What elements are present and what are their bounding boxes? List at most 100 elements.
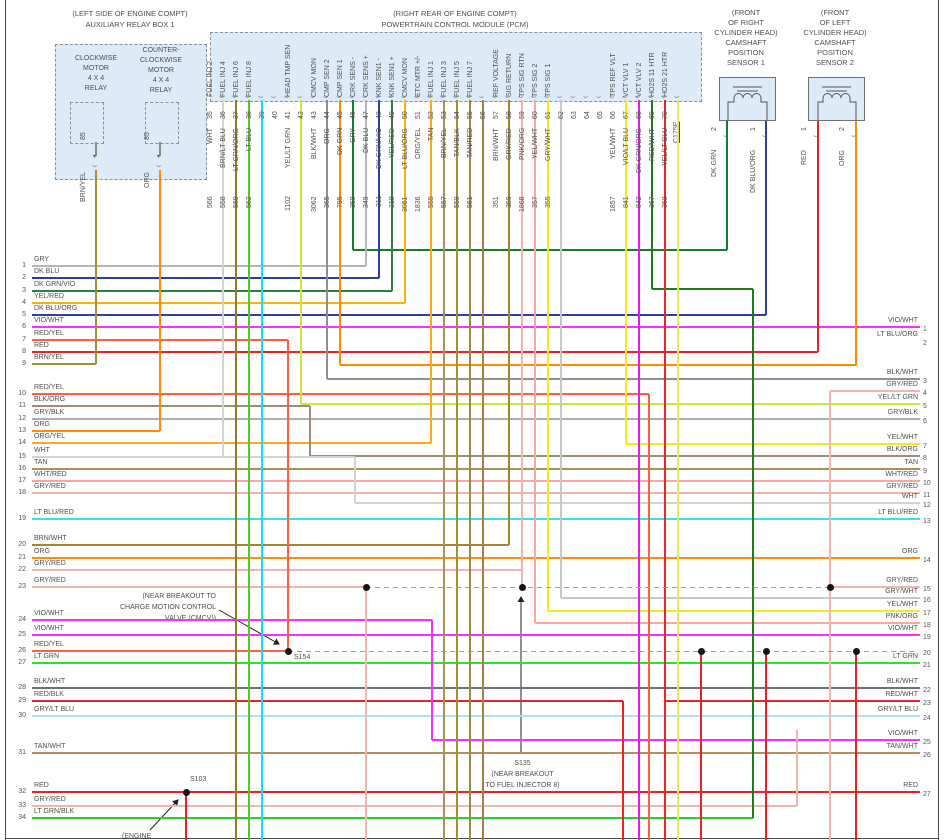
sensor-title-line: CYLINDER HEAD) (803, 28, 867, 37)
relay-arrow-icon: ▾ (93, 154, 97, 160)
pcm-pin-number: 39 (259, 111, 266, 119)
pcm-circuit-number: 310 (389, 196, 396, 208)
right-row-number: 17 (923, 610, 931, 617)
pcm-pin-number: 61 (545, 111, 552, 119)
left-row-wire-label: RED/YEL (34, 641, 64, 648)
cmcv-note-line3: VALVE (CMCV)) (118, 613, 216, 624)
pcm-circuit-number: 1868 (519, 196, 526, 212)
left-row-wire-label: BRN/YEL (34, 354, 64, 361)
sensor-title-line: OF RIGHT (728, 18, 764, 27)
sensor-title: (FRONT OF LEFT CYLINDER HEAD) CAMSHAFT POSIT… (790, 8, 880, 68)
pcm-circuit-number: 311 (376, 195, 383, 207)
pcm-pin-connector-icon: ⌣ (245, 92, 251, 101)
sensor-pin-number: 1 (750, 127, 757, 131)
right-row-number: 1 (923, 326, 927, 333)
right-row-number: 15 (923, 586, 931, 593)
left-row-number: 26 (18, 647, 26, 654)
pcm-pin-number: 37 (233, 111, 240, 119)
pcm-circuit-number: 566 (207, 196, 214, 208)
pcm-pin-number: 63 (571, 111, 578, 119)
right-row-number: 7 (923, 443, 927, 450)
pcm-circuit-number: 561 (467, 196, 474, 208)
circuit-row-line (32, 650, 288, 652)
wire-vertical (95, 170, 97, 364)
pcm-pin-number: 38 (246, 111, 253, 119)
wire-vertical (456, 100, 458, 840)
pcm-wire-color-label: GRY/RED (506, 128, 513, 160)
left-row-wire-label: GRY/RED (34, 796, 66, 803)
circuit-row-line (830, 390, 920, 392)
relay-name-line: MOTOR (83, 65, 109, 72)
left-row-wire-label: DK BLU (34, 268, 60, 275)
right-row-wire-label: TAN (904, 459, 918, 466)
coil-symbol-icon (817, 86, 857, 120)
circuit-row-line (32, 700, 623, 702)
splice-dot (363, 584, 370, 591)
pcm-pin-connector-icon: ⌣ (232, 92, 238, 101)
pcm-pin-number: 66 (610, 111, 617, 119)
left-row-wire-label: VIO/WHT (34, 625, 64, 632)
left-row-wire-label: RED (34, 782, 49, 789)
right-row-number: 11 (923, 492, 931, 499)
pcm-wire-color-label: TAN/BLK (454, 128, 461, 157)
left-row-number: 9 (22, 360, 26, 367)
left-row-wire-label: LT GRN/BLK (34, 808, 75, 815)
pcm-pin-connector-icon: ⌣ (362, 92, 368, 101)
left-row-number: 28 (18, 684, 26, 691)
pcm-pin-connector-icon: ⌣ (544, 92, 550, 101)
pcm-wire-color-label: YEL/LT BLU (662, 127, 669, 166)
wire-vertical (648, 394, 650, 840)
pcm-pin-number: 47 (363, 111, 370, 119)
pcm-wire-color-label: BRN/LT BLU (220, 128, 227, 168)
pcm-pin-number: 43 (311, 111, 318, 119)
pcm-pin-function-label: CRK SENS + (363, 55, 370, 97)
relay-wire-color-label: ORG (144, 172, 151, 188)
right-row-wire-label: BLK/WHT (886, 678, 918, 685)
pcm-pin-number: 44 (324, 111, 331, 119)
wire-vertical (391, 100, 393, 291)
right-row-wire-label: VIO/WHT (888, 625, 918, 632)
pcm-circuit-number: 558 (220, 196, 227, 208)
pcm-circuit-number: 349 (363, 196, 370, 208)
left-row-wire-label: GRY/RED (34, 577, 66, 584)
pcm-pin-connector-icon: ⌣ (440, 92, 446, 101)
pcm-pin-function-label: FUEL INJ 6 (233, 61, 240, 97)
right-row-number: 2 (923, 340, 927, 347)
left-row-wire-label: GRY/RED (34, 483, 66, 490)
pcm-box (210, 32, 702, 102)
wire-vertical (547, 100, 549, 611)
s135-note-line1: S135 (514, 760, 531, 767)
circuit-row-line (32, 430, 160, 432)
wire-vertical (300, 100, 302, 404)
pcm-pin-connector-icon: ⌣ (349, 92, 355, 101)
pcm-pin-function-label: CMP SEN 1 (337, 59, 344, 97)
left-row-number: 11 (18, 402, 26, 409)
right-row-number: 20 (923, 650, 931, 657)
splice-dot (853, 648, 860, 655)
pcm-pin-connector-icon: ⌣ (492, 92, 498, 101)
wire-vertical (560, 100, 562, 598)
wire-vertical (326, 100, 328, 379)
right-row-wire-label: WHT/RED (885, 471, 918, 478)
circuit-row-line (32, 302, 405, 304)
sensor-title-line: CAMSHAFT (814, 38, 856, 47)
circuit-row-line (32, 586, 366, 588)
pcm-wire-color-label: GRY/WHT (545, 128, 552, 161)
relay-name-line: CLOCKWISE (74, 55, 117, 62)
circuit-row-line (327, 378, 920, 380)
circuit-row-line (301, 403, 920, 405)
wire-vertical (726, 119, 728, 250)
right-row-number: 10 (923, 480, 931, 487)
circuit-row-line (32, 752, 920, 754)
circuit-row-line (32, 277, 379, 279)
left-row-number: 20 (18, 541, 26, 548)
pcm-pin-connector-icon: ⌣ (557, 92, 563, 101)
sensor-pin-connector-icon: ⌣ (723, 131, 729, 140)
wire-vertical (700, 651, 702, 840)
wire-vertical (796, 730, 798, 806)
left-row-wire-label: GRY/RED (34, 560, 66, 567)
sensor-title-line: CAMSHAFT (725, 38, 767, 47)
pcm-pin-connector-icon: ⌣ (466, 92, 472, 101)
pcm-pin-number: 52 (428, 111, 435, 119)
relay-wire-color-label: BRN/YEL (80, 172, 87, 202)
